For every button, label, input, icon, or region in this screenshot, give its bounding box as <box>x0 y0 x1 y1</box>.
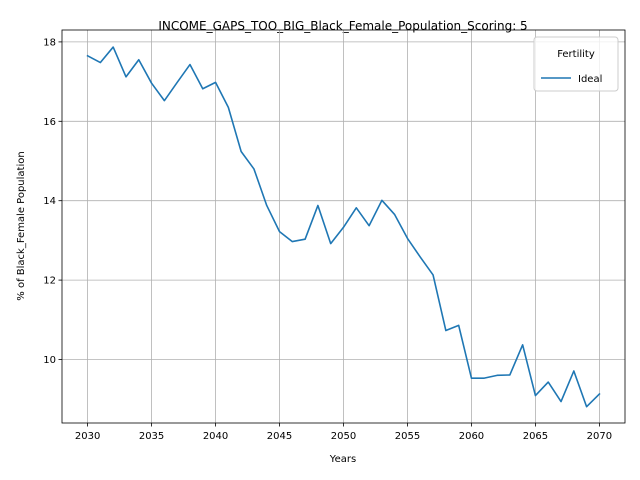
data-point <box>304 238 307 241</box>
data-point <box>432 273 435 276</box>
data-point <box>291 240 294 243</box>
y-tick-label: 18 <box>43 37 56 48</box>
data-point <box>124 75 127 78</box>
data-point <box>483 377 486 380</box>
data-point <box>201 87 204 90</box>
x-axis-label: Years <box>329 454 356 465</box>
x-tick-label: 2030 <box>75 431 100 442</box>
data-point <box>265 204 268 207</box>
data-point <box>342 226 345 229</box>
data-point <box>176 81 179 84</box>
data-point <box>508 373 511 376</box>
y-tick-label: 14 <box>43 196 56 207</box>
data-point <box>419 256 422 259</box>
data-point <box>137 58 140 61</box>
data-point <box>534 394 537 397</box>
data-point <box>368 224 371 227</box>
data-point <box>278 230 281 233</box>
data-point <box>214 81 217 84</box>
data-point <box>406 237 409 240</box>
legend-label-ideal: Ideal <box>578 74 602 85</box>
data-point <box>598 393 601 396</box>
data-point <box>547 381 550 384</box>
data-point <box>86 54 89 57</box>
data-point <box>163 99 166 102</box>
data-point <box>380 199 383 202</box>
data-point <box>521 343 524 346</box>
x-tick-label: 2045 <box>267 431 292 442</box>
data-point <box>470 377 473 380</box>
data-point <box>572 370 575 373</box>
data-point <box>240 150 243 153</box>
y-axis-label: % of Black_Female Population <box>16 151 27 300</box>
data-point <box>444 329 447 332</box>
data-point <box>316 204 319 207</box>
data-point <box>393 213 396 216</box>
y-tick-label: 10 <box>43 355 56 366</box>
x-tick-label: 2050 <box>331 431 356 442</box>
x-tick-label: 2040 <box>203 431 228 442</box>
legend-box <box>534 37 618 91</box>
chart-title: INCOME_GAPS_TOO_BIG_Black_Female_Populat… <box>158 19 527 33</box>
x-tick-label: 2065 <box>523 431 548 442</box>
legend: Fertility Ideal <box>534 37 618 91</box>
data-point <box>99 61 102 64</box>
data-point <box>329 242 332 245</box>
data-point <box>355 206 358 209</box>
data-point <box>188 63 191 66</box>
data-point <box>496 374 499 377</box>
x-tick-label: 2060 <box>459 431 484 442</box>
x-tick-label: 2055 <box>395 431 420 442</box>
data-point <box>457 324 460 327</box>
y-tick-label: 16 <box>43 117 56 128</box>
y-tick-label: 12 <box>43 276 56 287</box>
x-tick-label: 2035 <box>139 431 164 442</box>
data-point <box>150 82 153 85</box>
data-point <box>585 405 588 408</box>
data-point <box>252 167 255 170</box>
data-point <box>112 46 115 49</box>
data-point <box>227 106 230 109</box>
x-tick-label: 2070 <box>587 431 612 442</box>
data-point <box>560 400 563 403</box>
legend-title: Fertility <box>557 49 595 60</box>
